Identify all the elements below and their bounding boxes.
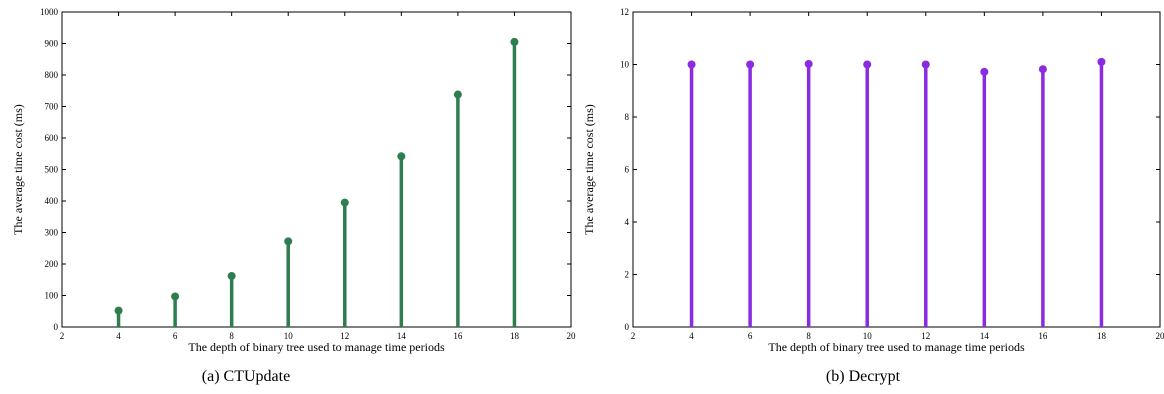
y-tick-label: 0: [54, 322, 59, 332]
stem-marker: [227, 271, 236, 280]
stem-marker: [980, 67, 989, 76]
stem-marker: [1097, 57, 1106, 66]
x-tick-label: 14: [397, 331, 407, 341]
x-tick-label: 18: [1097, 331, 1107, 341]
x-tick-label: 2: [631, 331, 636, 341]
panel-caption: (b) Decrypt: [826, 368, 901, 385]
y-tick-label: 400: [45, 196, 59, 206]
y-tick-label: 500: [45, 165, 59, 175]
y-tick-label: 12: [620, 7, 629, 17]
y-tick-label: 2: [625, 270, 630, 280]
plot-frame: [61, 11, 572, 328]
stem-marker: [863, 60, 872, 69]
y-tick-label: 1000: [40, 7, 59, 17]
x-tick-label: 20: [1156, 331, 1164, 341]
stem-marker: [687, 60, 696, 69]
stem-marker: [340, 198, 349, 207]
y-tick-label: 900: [45, 39, 59, 49]
x-axis-label: The depth of binary tree used to manage …: [768, 340, 1025, 354]
x-tick-label: 6: [173, 331, 178, 341]
x-tick-label: 10: [284, 331, 294, 341]
chart-panel-1: 2 4 6 8 10 12 14 16 18 20010020030040050060070080…: [11, 7, 576, 385]
x-tick-label: 8: [806, 331, 811, 341]
x-tick-label: 12: [921, 331, 930, 341]
x-axis-label: The depth of binary tree used to manage …: [188, 340, 445, 354]
y-tick-label: 700: [45, 102, 59, 112]
stem-marker: [114, 306, 123, 315]
x-tick-label: 12: [340, 331, 349, 341]
x-tick-label: 6: [748, 331, 753, 341]
x-tick-label: 16: [453, 331, 463, 341]
panel-caption: (a) CTUpdate: [202, 368, 290, 385]
y-tick-label: 100: [45, 291, 59, 301]
y-axis-label: The average time cost (ms): [582, 104, 596, 235]
x-tick-label: 14: [980, 331, 990, 341]
stem-marker: [921, 60, 930, 69]
y-tick-label: 6: [625, 165, 630, 175]
stem-marker: [1038, 65, 1047, 74]
y-tick-label: 600: [45, 133, 59, 143]
x-tick-label: 16: [1038, 331, 1048, 341]
stem-marker: [510, 37, 519, 46]
x-tick-label: 20: [567, 331, 577, 341]
stem-marker: [397, 152, 406, 161]
stem-marker: [746, 60, 755, 69]
y-tick-label: 10: [620, 60, 630, 70]
plot-frame: [632, 11, 1161, 328]
stem-marker: [453, 90, 462, 99]
stem-marker: [171, 292, 180, 301]
y-tick-label: 300: [45, 228, 59, 238]
y-axis-label: The average time cost (ms): [11, 104, 25, 235]
y-tick-label: 800: [45, 70, 59, 80]
x-tick-label: 4: [116, 331, 121, 341]
y-tick-label: 4: [625, 217, 630, 227]
y-tick-label: 200: [45, 259, 59, 269]
x-tick-label: 4: [689, 331, 694, 341]
x-tick-label: 8: [229, 331, 234, 341]
x-tick-label: 2: [60, 331, 65, 341]
y-tick-label: 0: [625, 322, 630, 332]
x-tick-label: 10: [863, 331, 873, 341]
stem-marker: [804, 59, 813, 68]
y-tick-label: 8: [625, 112, 630, 122]
stem-marker: [284, 237, 293, 246]
x-tick-label: 18: [510, 331, 520, 341]
